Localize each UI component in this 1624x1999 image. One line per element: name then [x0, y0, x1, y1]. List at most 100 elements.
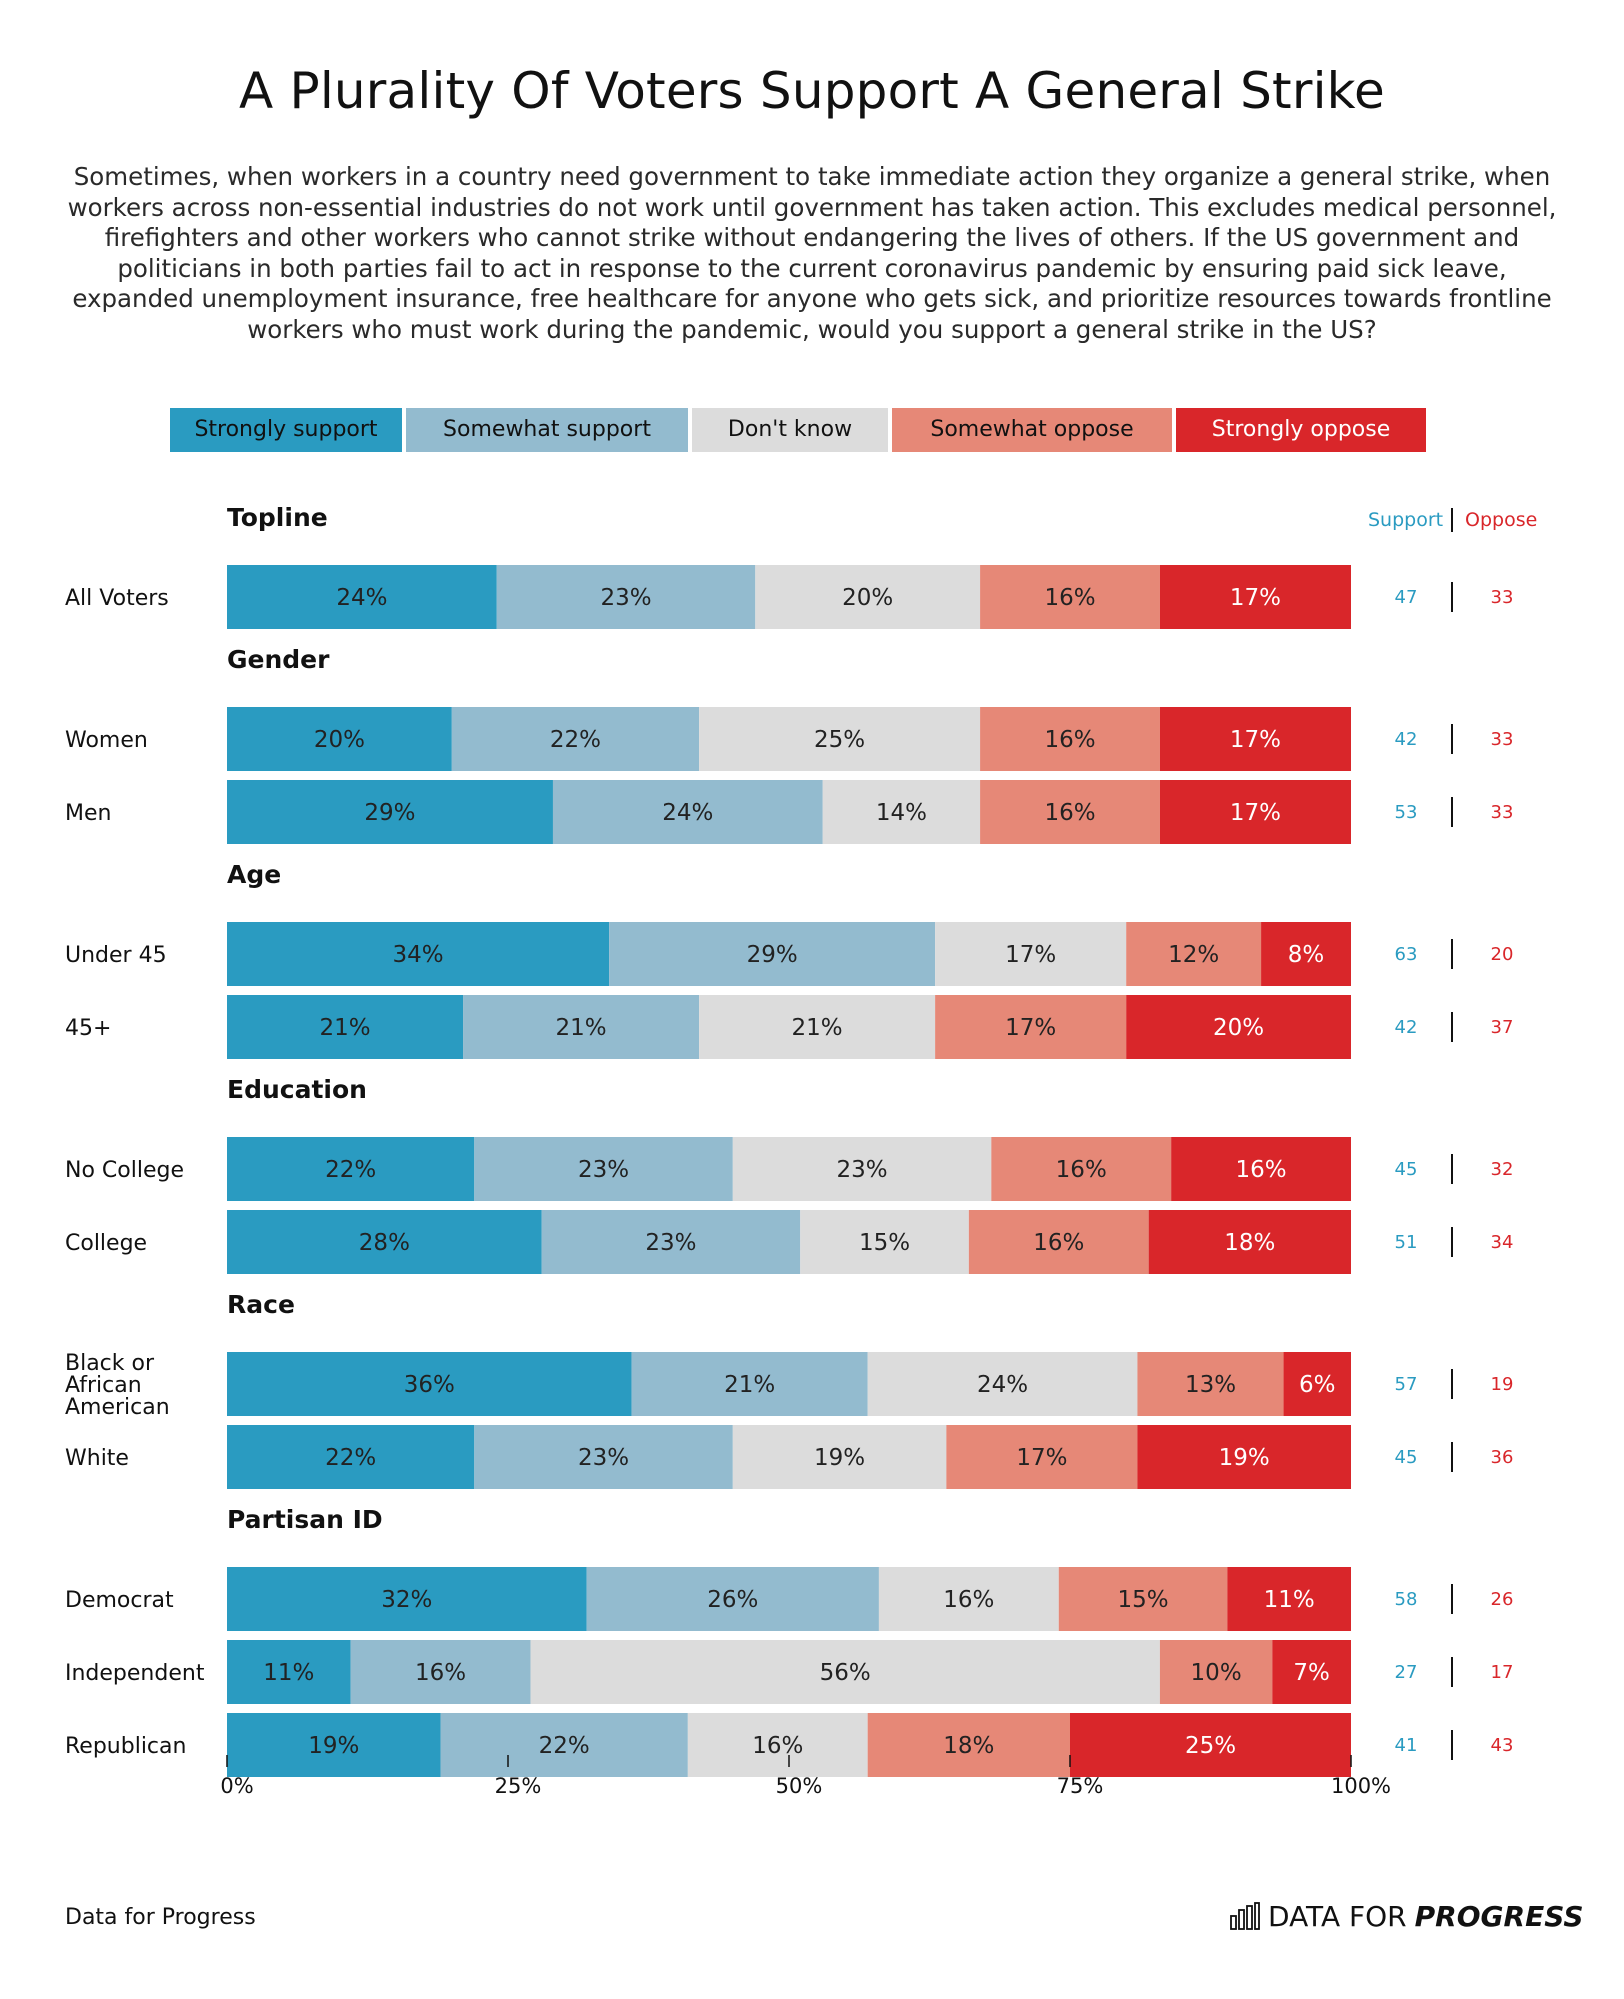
row-label: White: [65, 1446, 129, 1471]
bar-segment: [1159, 565, 1351, 629]
oppose-value: 37: [1491, 1017, 1514, 1038]
bar-segment: [586, 1567, 879, 1631]
bar-segment: [867, 1352, 1138, 1416]
bar-segment: [878, 1567, 1059, 1631]
bar-segment: [699, 995, 936, 1059]
data-label: 23%: [578, 1157, 629, 1183]
support-value: 58: [1395, 1589, 1418, 1610]
legend-item-dont-know: Don't know: [692, 408, 888, 452]
bar-segment: [474, 1137, 733, 1201]
data-label: 20%: [842, 585, 893, 611]
bar-segment: [1272, 1640, 1351, 1704]
data-label: 8%: [1288, 942, 1325, 968]
bar-segment: [732, 1137, 992, 1201]
data-label: 13%: [1185, 1372, 1236, 1398]
oppose-value: 20: [1491, 944, 1514, 965]
bar-segment: [1148, 1210, 1351, 1274]
data-label: 34%: [393, 942, 444, 968]
bar-segment: [980, 565, 1160, 629]
bar-segment: [946, 1425, 1138, 1489]
data-label: 19%: [308, 1733, 359, 1759]
bar-segment: [227, 780, 553, 844]
bar-segment: [474, 1425, 733, 1489]
legend: Strongly support Somewhat support Don't kn…: [170, 408, 1450, 452]
row-label: All Voters: [65, 586, 169, 611]
bar-segment: [463, 995, 700, 1059]
data-label: 28%: [359, 1230, 410, 1256]
data-label: 11%: [263, 1660, 314, 1686]
bar-segment: [496, 565, 756, 629]
support-value: 41: [1395, 1735, 1418, 1756]
bar-segment: [451, 707, 700, 771]
data-label: 23%: [600, 585, 651, 611]
data-label: 18%: [1224, 1230, 1275, 1256]
row-label: Republican: [65, 1734, 186, 1759]
support-value: 57: [1395, 1374, 1418, 1395]
bar-segment: [227, 565, 497, 629]
data-label: 22%: [539, 1733, 590, 1759]
data-label: 21%: [792, 1015, 843, 1041]
data-label: 21%: [555, 1015, 606, 1041]
bar-segment: [980, 707, 1160, 771]
data-label: 16%: [1044, 727, 1095, 753]
chart-title: A Plurality Of Voters Support A General …: [238, 62, 1386, 120]
data-label: 22%: [550, 727, 601, 753]
data-label: 23%: [836, 1157, 887, 1183]
bar-segment: [732, 1425, 947, 1489]
bar-segment: [631, 1352, 868, 1416]
data-label: 24%: [662, 800, 713, 826]
oppose-value: 33: [1491, 802, 1514, 823]
oppose-value: 34: [1491, 1232, 1514, 1253]
row-label: Women: [65, 728, 148, 753]
x-tick-label: 75%: [1057, 1774, 1104, 1798]
x-tick-label: 0%: [220, 1774, 253, 1798]
bar-segment: [1227, 1567, 1351, 1631]
bar-segment: [822, 780, 981, 844]
bar-segment: [552, 780, 823, 844]
bar-segment: [968, 1210, 1149, 1274]
support-value: 42: [1395, 729, 1418, 750]
bar-segment: [1070, 1713, 1351, 1777]
data-label: 22%: [325, 1157, 376, 1183]
support-value: 45: [1395, 1159, 1418, 1180]
support-value: 63: [1395, 944, 1418, 965]
group-header: Topline: [227, 503, 328, 532]
oppose-value: 33: [1491, 729, 1514, 750]
bar-segment: [1171, 1137, 1351, 1201]
row-label: Democrat: [65, 1588, 174, 1613]
oppose-value: 17: [1491, 1662, 1514, 1683]
bar-segment: [755, 565, 981, 629]
bar-segment: [227, 922, 610, 986]
bar-segment: [991, 1137, 1172, 1201]
data-label: 17%: [1005, 942, 1056, 968]
row-label: Men: [65, 801, 111, 826]
data-label: 24%: [336, 585, 387, 611]
group-header: Race: [227, 1290, 295, 1319]
support-value: 53: [1395, 802, 1418, 823]
bar-segment: [227, 1352, 632, 1416]
bar-segment: [1261, 922, 1351, 986]
support-value: 42: [1395, 1017, 1418, 1038]
row-label: No College: [65, 1158, 184, 1183]
bar-segment: [227, 995, 464, 1059]
data-label: 29%: [364, 800, 415, 826]
bar-segment: [980, 780, 1160, 844]
data-label: 6%: [1299, 1372, 1336, 1398]
data-label: 25%: [814, 727, 865, 753]
bar-segment: [440, 1713, 688, 1777]
bar-segment: [1137, 1425, 1351, 1489]
bar-segment: [227, 707, 452, 771]
data-label: 16%: [1044, 800, 1095, 826]
bar-segment: [1159, 707, 1351, 771]
data-label: 20%: [1213, 1015, 1264, 1041]
legend-item-strongly-oppose: Strongly oppose: [1176, 408, 1426, 452]
data-label: 16%: [1056, 1157, 1107, 1183]
bar-segment: [1126, 995, 1351, 1059]
bar-segment: [227, 1640, 351, 1704]
data-label: 25%: [1185, 1733, 1236, 1759]
row-label: 45+: [65, 1016, 111, 1041]
data-label: 20%: [314, 727, 365, 753]
oppose-value: 36: [1491, 1447, 1514, 1468]
support-value: 27: [1395, 1662, 1418, 1683]
data-label: 32%: [381, 1587, 432, 1613]
